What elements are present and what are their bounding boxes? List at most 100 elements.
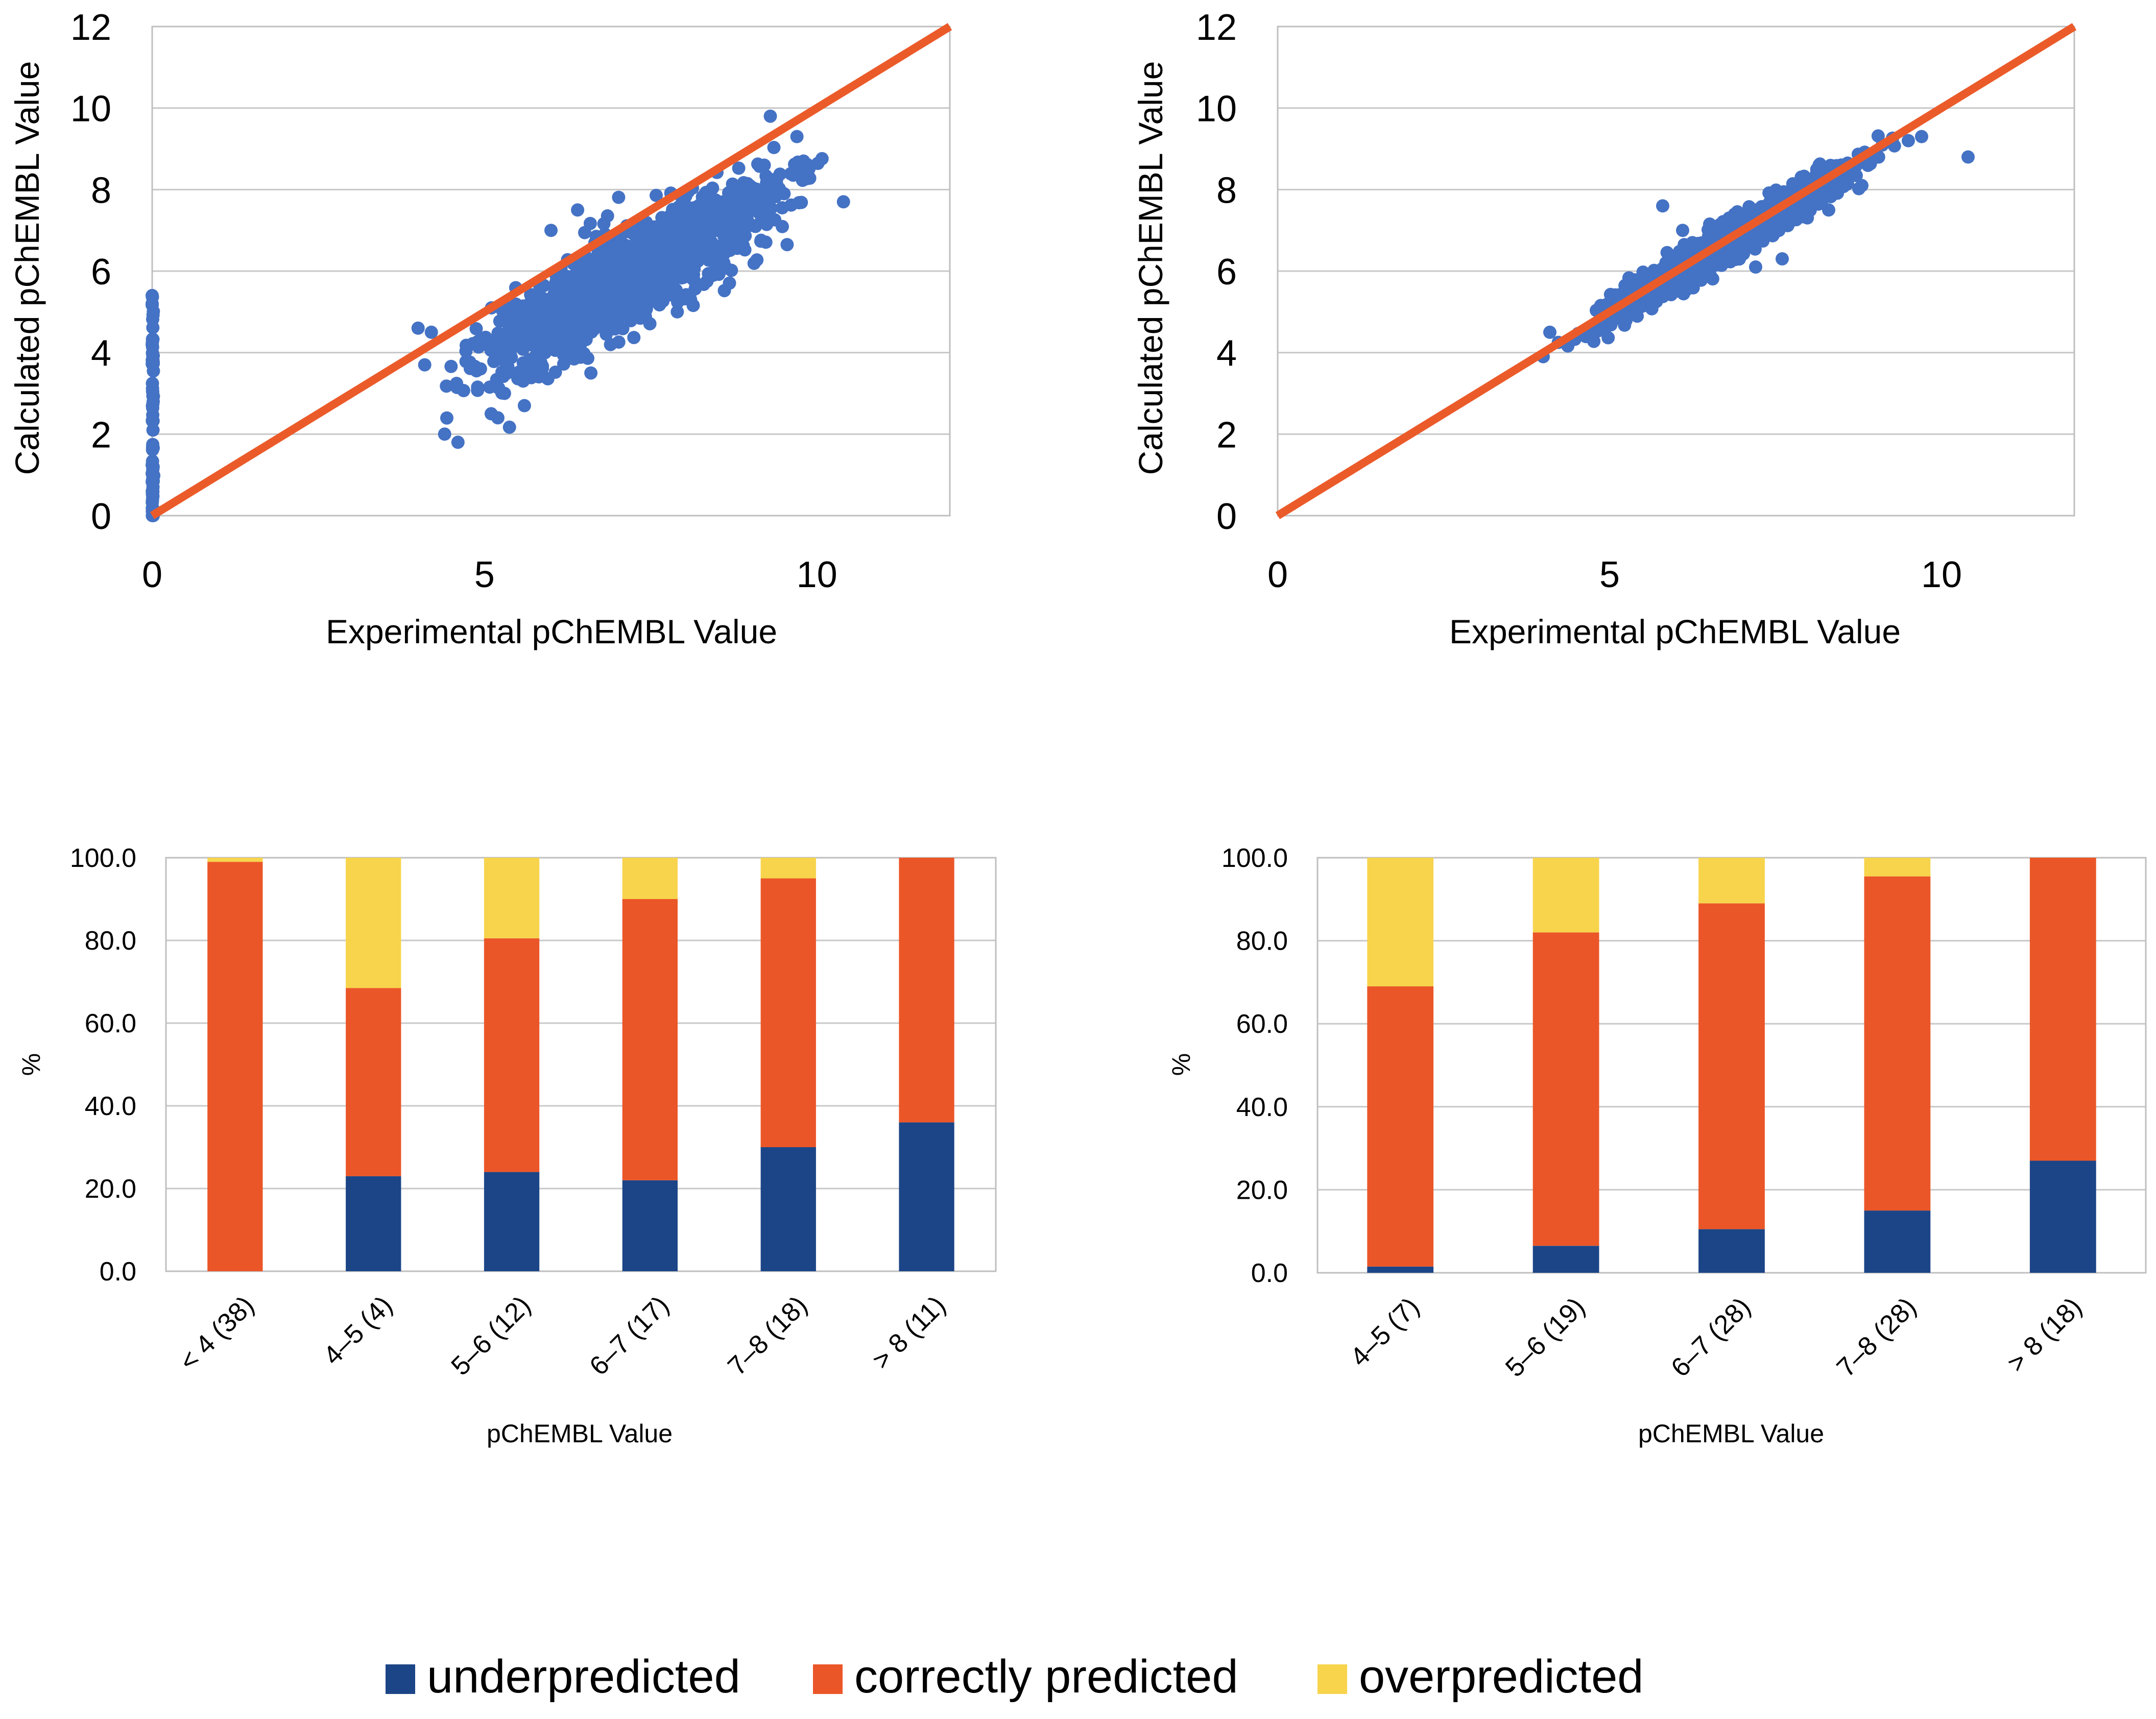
scatter-point xyxy=(1631,309,1644,323)
scatter-point xyxy=(497,386,511,400)
bar-segment-correctly-predicted xyxy=(622,899,678,1180)
bar-segment-overpredicted xyxy=(1698,858,1765,904)
y-tick-label: 80.0 xyxy=(1236,927,1288,956)
bar-segment-overpredicted xyxy=(1367,858,1434,986)
bar-segment-correctly-predicted xyxy=(2029,858,2096,1161)
scatter-point xyxy=(672,200,685,214)
bar-segment-underpredicted xyxy=(1864,1210,1931,1273)
bar-segment-overpredicted xyxy=(622,858,678,899)
scatter-point xyxy=(676,252,689,265)
scatter-point xyxy=(609,319,622,332)
scatter-point xyxy=(511,372,525,385)
scatter-point xyxy=(685,216,699,230)
y-tick-label: 8 xyxy=(91,170,111,211)
bar-segment-correctly-predicted xyxy=(760,878,816,1147)
scatter-point xyxy=(1769,190,1783,204)
bar-segment-underpredicted xyxy=(484,1172,540,1271)
scatter-point xyxy=(567,269,581,282)
scatter-point xyxy=(645,227,659,240)
scatter-point xyxy=(601,209,614,223)
legend-swatch-underpredicted xyxy=(386,1664,415,1694)
scatter-point xyxy=(483,380,496,394)
y-tick-label: 6 xyxy=(91,252,111,293)
scatter-point xyxy=(1772,221,1786,235)
scatter-point xyxy=(1618,279,1632,293)
y-tick-label: 40.0 xyxy=(1236,1093,1288,1122)
y-tick-label: 2 xyxy=(91,415,111,455)
scatter-point xyxy=(589,259,603,273)
scatter-point xyxy=(734,186,748,200)
scatter-point xyxy=(1832,181,1846,195)
scatter-point xyxy=(583,216,597,230)
y-tick-label: 8 xyxy=(1216,170,1237,211)
scatter-point xyxy=(1786,177,1800,190)
scatter-point xyxy=(675,271,688,285)
scatter-point xyxy=(1902,134,1915,148)
y-axis-label: % xyxy=(17,1053,45,1076)
scatter-point xyxy=(147,349,160,362)
y-tick-label: 0.0 xyxy=(1251,1258,1288,1288)
scatter-point xyxy=(759,202,773,216)
x-tick-label: 10 xyxy=(797,554,837,595)
bar-segment-correctly-predicted xyxy=(1367,986,1434,1267)
scatter-point xyxy=(724,199,738,212)
scatter-point xyxy=(1601,331,1615,345)
scatter-point xyxy=(598,242,612,256)
scatter-point xyxy=(146,399,159,413)
bar-segment-underpredicted xyxy=(899,1122,954,1271)
bar-segment-overpredicted xyxy=(207,858,263,862)
scatter-point xyxy=(751,157,764,171)
scatter-point xyxy=(775,201,789,214)
x-tick-label: 5 xyxy=(474,554,495,595)
scatter-point xyxy=(545,337,559,351)
bar-segment-overpredicted xyxy=(1532,858,1599,933)
scatter-point xyxy=(493,314,507,328)
x-tick-label: 10 xyxy=(1921,554,1962,595)
scatter-point xyxy=(685,228,699,241)
scatter-point xyxy=(438,427,451,441)
scatter-point xyxy=(612,190,626,204)
scatter-point xyxy=(534,355,547,369)
y-tick-label: 0.0 xyxy=(100,1257,136,1287)
bar-segment-correctly-predicted xyxy=(1698,903,1765,1229)
legend-swatch-correctly-predicted xyxy=(813,1664,843,1694)
scatter-point xyxy=(790,130,804,143)
bar-segment-underpredicted xyxy=(1698,1229,1765,1273)
scatter-point xyxy=(146,337,159,351)
scatter-point xyxy=(722,186,735,200)
scatter-point xyxy=(146,312,159,326)
scatter-point xyxy=(684,293,698,306)
bar-segment-correctly-predicted xyxy=(899,858,954,1123)
y-axis-label: Calculated pChEMBL Value xyxy=(1132,61,1169,475)
scatter-point xyxy=(1649,295,1663,308)
plot-frame xyxy=(151,26,951,517)
bar-segment-overpredicted xyxy=(760,858,816,879)
scatter-point xyxy=(1679,271,1692,285)
scatter-point xyxy=(418,358,432,372)
scatter-point xyxy=(586,299,600,313)
scatter-point xyxy=(1749,260,1762,274)
scatter-point xyxy=(815,152,829,165)
y-tick-label: 10 xyxy=(1196,89,1237,130)
scatter-point xyxy=(664,267,678,281)
scatter-point xyxy=(717,256,731,270)
bar-segment-correctly-predicted xyxy=(346,988,401,1176)
bar-segment-correctly-predicted xyxy=(1864,876,1931,1211)
scatter-point xyxy=(496,370,510,383)
scatter-point xyxy=(836,195,850,209)
x-axis-label: pChEMBL Value xyxy=(487,1419,673,1448)
y-tick-label: 60.0 xyxy=(85,1009,136,1038)
scatter-point xyxy=(650,188,663,202)
scatter-point xyxy=(463,355,476,369)
scatter-point xyxy=(697,278,711,291)
scatter-point xyxy=(607,292,621,305)
y-tick-label: 80.0 xyxy=(85,926,136,956)
scatter-point xyxy=(767,140,781,154)
y-tick-label: 0 xyxy=(1216,496,1237,537)
y-axis-label: Calculated pChEMBL Value xyxy=(8,61,46,475)
scatter-point xyxy=(737,176,751,189)
scatter-point xyxy=(797,154,810,168)
scatter-point xyxy=(754,234,768,248)
scatter-point xyxy=(629,252,642,266)
legend-item-underpredicted: underpredicted xyxy=(386,1651,740,1703)
